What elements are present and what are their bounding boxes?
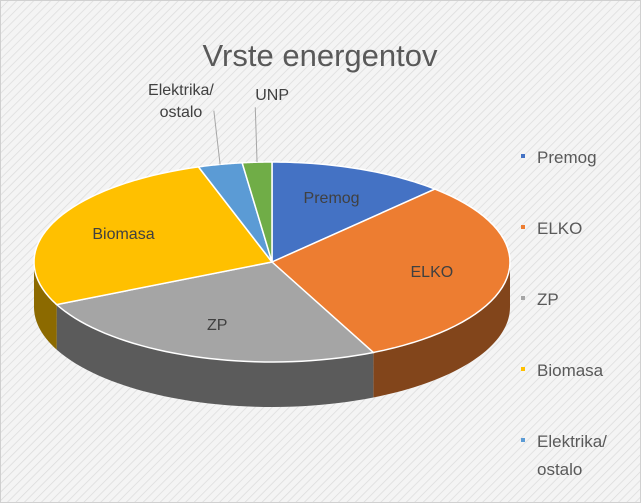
legend-swatch bbox=[521, 154, 525, 158]
legend-entry: UNP bbox=[537, 499, 573, 503]
data-label: UNP bbox=[255, 87, 290, 105]
slice-side bbox=[56, 304, 374, 407]
data-label: Elektrika/ ostalo bbox=[148, 81, 214, 121]
slice-side bbox=[373, 262, 510, 398]
leader-line bbox=[213, 110, 221, 165]
slice bbox=[270, 188, 511, 354]
legend-swatch bbox=[521, 296, 525, 300]
data-label: Premog bbox=[303, 189, 360, 207]
data-label: Biomasa bbox=[92, 225, 155, 243]
data-label: ZP bbox=[206, 316, 228, 334]
slice bbox=[54, 261, 375, 363]
legend-entry: ELKO bbox=[537, 219, 583, 238]
slice bbox=[271, 161, 437, 264]
slice bbox=[33, 166, 274, 306]
leader-line bbox=[254, 107, 258, 163]
legend-entry: Premog bbox=[537, 148, 597, 167]
chart-title: Vrste energentov bbox=[203, 38, 438, 73]
legend-swatch bbox=[521, 367, 525, 371]
legend-entry: Biomasa bbox=[537, 361, 604, 380]
legend-swatch bbox=[521, 225, 525, 229]
legend-entry: Elektrika/ ostalo bbox=[537, 432, 607, 479]
data-label: ELKO bbox=[410, 263, 454, 281]
legend-swatch bbox=[521, 438, 525, 442]
legend-entry: ZP bbox=[537, 290, 559, 309]
